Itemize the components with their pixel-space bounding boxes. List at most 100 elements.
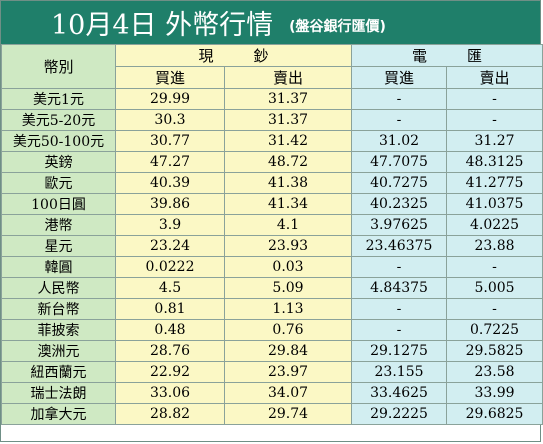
cash-buy-cell: 22.92 [115,361,225,383]
table-row: 美元1元 29.99 31.37- - [1,88,543,110]
cash-buy-cell: 28.82 [115,403,225,425]
currency-column-header: 幣別 [1,44,116,89]
table-row: 英鎊 47.27 48.72 47.7075 48.3125 [1,151,543,173]
cash-sell-cell: 29.74 [223,403,353,425]
cash-sell-header: 賣出 [223,66,353,89]
currency-name-cell: 人民幣 [1,277,116,299]
wire-buy-cell: 4.84375 [351,277,448,299]
cash-buy-cell: 0.0222 [115,256,225,278]
wire-sell-cell: 29.6825 [446,403,543,425]
currency-name-cell: 英鎊 [1,151,116,173]
cash-sell-cell: 31.42 [223,130,353,152]
cash-buy-cell: 23.24 [115,235,225,257]
wire-sell-cell: 41.0375 [446,193,543,215]
currency-name-cell: 紐西蘭元 [1,361,116,383]
cash-sell-cell: 4.1 [223,214,353,236]
wire-sell-cell: 31.27 [446,130,543,152]
wire-sell-cell: 33.99 [446,382,543,404]
wire-sell-cell: 23.58 [446,361,543,383]
cash-buy-cell: 28.76 [115,340,225,362]
table-row: 100日圓 39.86 41.34 40.2325 41.0375 [1,193,543,215]
wire-buy-cell: - [351,88,448,110]
cash-buy-cell: 40.39 [115,172,225,194]
wire-sell-cell: - [446,298,543,320]
wire-sell-cell: 23.88 [446,235,543,257]
cash-buy-cell: 0.81 [115,298,225,320]
currency-name-cell: 星元 [1,235,116,257]
cash-sell-cell: 0.03 [223,256,353,278]
table-row: 韓圓 0.0222 0.03- - [1,256,543,278]
wire-buy-cell: 23.46375 [351,235,448,257]
cash-sell-cell: 23.93 [223,235,353,257]
cash-group-header: 現鈔 [114,44,353,67]
wire-buy-cell: 29.2225 [351,403,448,425]
currency-name-cell: 澳洲元 [1,340,116,362]
cash-sell-cell: 1.13 [223,298,353,320]
wire-sell-cell: - [446,88,543,110]
table-row: 瑞士法朗 33.06 34.07 33.4625 33.99 [1,382,543,404]
wire-sell-cell: 29.5825 [446,340,543,362]
currency-name-cell: 韓圓 [1,256,116,278]
table-row: 人民幣 4.5 5.09 4.84375 5.005 [1,277,543,299]
table-row: 菲披索 0.48 0.76-0.7225 [1,319,543,341]
cash-sell-cell: 41.38 [223,172,353,194]
wire-sell-cell: 48.3125 [446,151,543,173]
table-row: 美元5-20元 30.3 31.37- - [1,109,543,131]
page-title: 10月4日 外幣行情 [51,10,274,41]
cash-buy-cell: 3.9 [115,214,225,236]
cash-buy-cell: 30.3 [115,109,225,131]
wire-buy-cell: 40.7275 [351,172,448,194]
table-row: 新台幣 0.81 1.13- - [1,298,543,320]
wire-sell-cell: 0.7225 [446,319,543,341]
currency-name-cell: 加拿大元 [1,403,116,425]
rates-table: 幣別 現鈔 電匯 買進 賣出 買進 賣出 美元1元 29.99 31.37- - 美元5… [1,44,543,425]
cash-buy-header: 買進 [115,66,225,89]
cash-sell-cell: 41.34 [223,193,353,215]
cash-sell-cell: 48.72 [223,151,353,173]
currency-name-cell: 瑞士法朗 [1,382,116,404]
wire-sell-cell: 4.0225 [446,214,543,236]
wire-buy-cell: 3.97625 [351,214,448,236]
wire-buy-cell: - [351,109,448,131]
wire-sell-cell: - [446,256,543,278]
header-row-groups: 幣別 現鈔 電匯 [1,44,543,89]
wire-buy-cell: - [351,256,448,278]
cash-buy-cell: 0.48 [115,319,225,341]
table-row: 加拿大元 28.82 29.74 29.2225 29.6825 [1,403,543,425]
wire-buy-cell: 33.4625 [351,382,448,404]
cash-sell-cell: 29.84 [223,340,353,362]
currency-name-cell: 新台幣 [1,298,116,320]
title-bar: 10月4日 外幣行情 (盤谷銀行匯價) [1,1,540,44]
wire-sell-header: 賣出 [446,66,543,89]
cash-buy-cell: 33.06 [115,382,225,404]
currency-name-cell: 菲披索 [1,319,116,341]
table-row: 澳洲元 28.76 29.84 29.1275 29.5825 [1,340,543,362]
wire-group-header: 電匯 [351,44,543,67]
cash-sell-cell: 23.97 [223,361,353,383]
wire-buy-cell: 47.7075 [351,151,448,173]
table-row: 星元 23.24 23.93 23.46375 23.88 [1,235,543,257]
table-row: 紐西蘭元 22.92 23.97 23.155 23.58 [1,361,543,383]
cash-buy-cell: 29.99 [115,88,225,110]
table-row: 港幣 3.9 4.1 3.97625 4.0225 [1,214,543,236]
currency-name-cell: 美元50-100元 [1,130,116,152]
cash-sell-cell: 34.07 [223,382,353,404]
cash-sell-cell: 0.76 [223,319,353,341]
cash-buy-cell: 39.86 [115,193,225,215]
wire-buy-cell: 23.155 [351,361,448,383]
cash-buy-cell: 30.77 [115,130,225,152]
header-row-sub: 買進 賣出 買進 賣出 [2,66,543,89]
cash-sell-cell: 5.09 [223,277,353,299]
wire-buy-cell: 29.1275 [351,340,448,362]
wire-sell-cell: 5.005 [446,277,543,299]
currency-name-cell: 美元5-20元 [1,109,116,131]
table-row: 美元50-100元 30.77 31.42 31.02 31.27 [1,130,543,152]
wire-buy-cell: - [351,319,448,341]
currency-name-cell: 100日圓 [1,193,116,215]
wire-sell-cell: 41.2775 [446,172,543,194]
currency-name-cell: 港幣 [1,214,116,236]
wire-sell-cell: - [446,109,543,131]
cash-buy-cell: 4.5 [115,277,225,299]
cash-sell-cell: 31.37 [223,88,353,110]
